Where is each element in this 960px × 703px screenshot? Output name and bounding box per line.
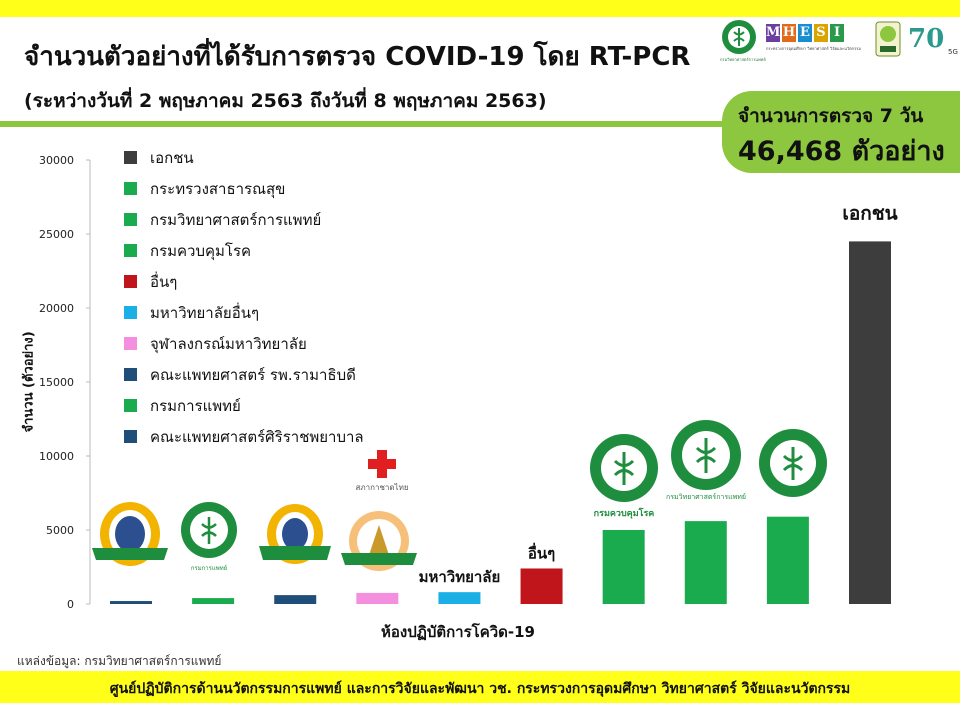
5g-mark: 5G bbox=[948, 48, 958, 56]
mhesi-letter: I bbox=[830, 24, 844, 42]
mhesi-subtitle: กระทรวงการอุดมศึกษา วิทยาศาสตร์ วิจัยและ… bbox=[766, 46, 862, 51]
legend-label: กรมวิทยาศาสตร์การแพทย์ bbox=[150, 210, 322, 229]
footer-organization: ศูนย์ปฏิบัติการด้านนวัตกรรมการแพทย์ และก… bbox=[109, 681, 851, 697]
legend-label: กรมควบคุมโรค bbox=[150, 241, 252, 260]
legend-item: คณะแพทยศาสตร์ รพ.รามาธิบดี bbox=[124, 359, 364, 390]
mhesi-logo: M H E S I bbox=[766, 24, 844, 42]
legend-item: มหาวิทยาลัยอื่นๆ bbox=[124, 297, 364, 328]
sponsor-logos: กรมวิทยาศาสตร์การแพทย์ M H E S I กระทรวง… bbox=[716, 18, 960, 64]
dms-logo-icon bbox=[722, 20, 756, 54]
legend-item: คณะแพทยศาสตร์ศิริราชพยาบาล bbox=[124, 421, 364, 452]
top-yellow-banner bbox=[0, 0, 960, 17]
red-cross-logo-icon: สภากาชาดไทย bbox=[355, 450, 409, 492]
legend-swatch bbox=[124, 213, 137, 226]
bar bbox=[602, 530, 645, 604]
y-tick-label: 20000 bbox=[39, 302, 74, 315]
legend-swatch bbox=[124, 151, 137, 164]
mhesi-letter: E bbox=[798, 24, 812, 42]
legend-item: เอกชน bbox=[124, 142, 364, 173]
bar bbox=[849, 241, 891, 604]
summary-label: จำนวนการตรวจ 7 วัน bbox=[738, 105, 924, 127]
legend-label: คณะแพทยศาสตร์ศิริราชพยาบาล bbox=[150, 427, 364, 446]
bar bbox=[684, 521, 727, 604]
nrct-logo-icon bbox=[875, 21, 901, 57]
y-tick-label: 0 bbox=[67, 598, 74, 611]
legend-label: กระทรวงสาธารณสุข bbox=[150, 179, 286, 198]
legend-label: คณะแพทยศาสตร์ รพ.รามาธิบดี bbox=[150, 365, 356, 384]
y-tick-label: 15000 bbox=[39, 376, 74, 389]
legend-swatch bbox=[124, 306, 137, 319]
bar bbox=[438, 592, 481, 604]
legend-item: กรมควบคุมโรค bbox=[124, 235, 364, 266]
legend-label: มหาวิทยาลัยอื่นๆ bbox=[150, 303, 260, 322]
page-title: จำนวนตัวอย่างที่ได้รับการตรวจ COVID-19 โ… bbox=[24, 42, 691, 72]
x-axis-title: ห้องปฏิบัติการโควิด-19 bbox=[381, 623, 535, 641]
dms-logo-caption: กรมวิทยาศาสตร์การแพทย์ bbox=[720, 57, 766, 62]
legend-swatch bbox=[124, 430, 137, 443]
y-tick-label: 30000 bbox=[39, 154, 74, 167]
legend-item: จุฬาลงกรณ์มหาวิทยาลัย bbox=[124, 328, 364, 359]
y-tick-label: 10000 bbox=[39, 450, 74, 463]
bars-group bbox=[110, 241, 891, 604]
siriraj-logo-icon bbox=[92, 502, 168, 566]
dmsc-logo-icon: กรมวิทยาศาสตร์การแพทย์ bbox=[666, 420, 746, 501]
mhesi-letter: M bbox=[766, 24, 781, 42]
bar-logo-caption-dmsc: กรมวิทยาศาสตร์การแพทย์ bbox=[666, 493, 746, 501]
ramathibodi-logo-icon bbox=[259, 504, 331, 564]
y-tick-label: 25000 bbox=[39, 228, 74, 241]
mhesi-letter: S bbox=[814, 24, 828, 42]
source-note: แหล่งข้อมูล: กรมวิทยาศาสตร์การแพทย์ bbox=[17, 654, 222, 668]
legend-swatch bbox=[124, 244, 137, 257]
legend-label: อื่นๆ bbox=[150, 272, 178, 291]
legend-swatch bbox=[124, 368, 137, 381]
y-axis-title: จำนวน (ตัวอย่าง) bbox=[21, 331, 37, 433]
ddc-logo-icon: กรมควบคุมโรค bbox=[590, 434, 658, 519]
bar-logo-caption-dmed: กรมการแพทย์ bbox=[191, 564, 227, 572]
bar bbox=[274, 595, 317, 604]
page-subtitle: (ระหว่างวันที่ 2 พฤษภาคม 2563 ถึงวันที่ … bbox=[24, 90, 547, 112]
bar bbox=[356, 592, 399, 604]
legend-swatch bbox=[124, 275, 137, 288]
bar-logo-caption-ddc: กรมควบคุมโรค bbox=[594, 507, 655, 519]
bar-label: มหาวิทยาลัย bbox=[419, 568, 501, 586]
bar bbox=[192, 598, 235, 604]
summary-badge: จำนวนการตรวจ 7 วัน 46,468 ตัวอย่าง bbox=[722, 91, 960, 173]
bottom-yellow-banner: ศูนย์ปฏิบัติการด้านนวัตกรรมการแพทย์ และก… bbox=[0, 671, 960, 703]
bar bbox=[110, 601, 152, 604]
legend-label: จุฬาลงกรณ์มหาวิทยาลัย bbox=[150, 334, 307, 353]
legend-label: กรมการแพทย์ bbox=[150, 396, 241, 415]
anniversary-70-logo: 70 bbox=[908, 24, 945, 54]
legend-item: กรมการแพทย์ bbox=[124, 390, 364, 421]
bar-logos-group: กรมการแพทย์ สภากาชาดไทย กรมควบคุมโรค bbox=[92, 420, 827, 572]
legend-item: กระทรวงสาธารณสุข bbox=[124, 173, 364, 204]
chula-logo-icon bbox=[341, 511, 417, 571]
legend-swatch bbox=[124, 399, 137, 412]
y-tick-label: 5000 bbox=[46, 524, 74, 537]
summary-total: 46,468 ตัวอย่าง bbox=[738, 136, 945, 167]
legend-item: อื่นๆ bbox=[124, 266, 364, 297]
y-axis: 0 5000 10000 15000 20000 25000 30000 bbox=[39, 154, 91, 611]
mhesi-letter: H bbox=[782, 24, 796, 42]
bar-logo-caption-redcross: สภากาชาดไทย bbox=[355, 483, 408, 492]
header-divider bbox=[0, 121, 960, 127]
bar bbox=[766, 516, 809, 604]
dmed-logo-icon: กรมการแพทย์ bbox=[181, 502, 237, 572]
legend-label: เอกชน bbox=[150, 148, 194, 167]
bar bbox=[520, 568, 563, 604]
moph-logo-icon bbox=[759, 429, 827, 497]
bar-label: อื่นๆ bbox=[528, 542, 555, 562]
legend-swatch bbox=[124, 337, 137, 350]
chart-legend: เอกชนกระทรวงสาธารณสุขกรมวิทยาศาสตร์การแพ… bbox=[124, 142, 364, 452]
legend-item: กรมวิทยาศาสตร์การแพทย์ bbox=[124, 204, 364, 235]
bar-labels-group: มหาวิทยาลัย อื่นๆ เอกชน bbox=[419, 202, 898, 586]
legend-swatch bbox=[124, 182, 137, 195]
bar-label: เอกชน bbox=[842, 202, 897, 224]
